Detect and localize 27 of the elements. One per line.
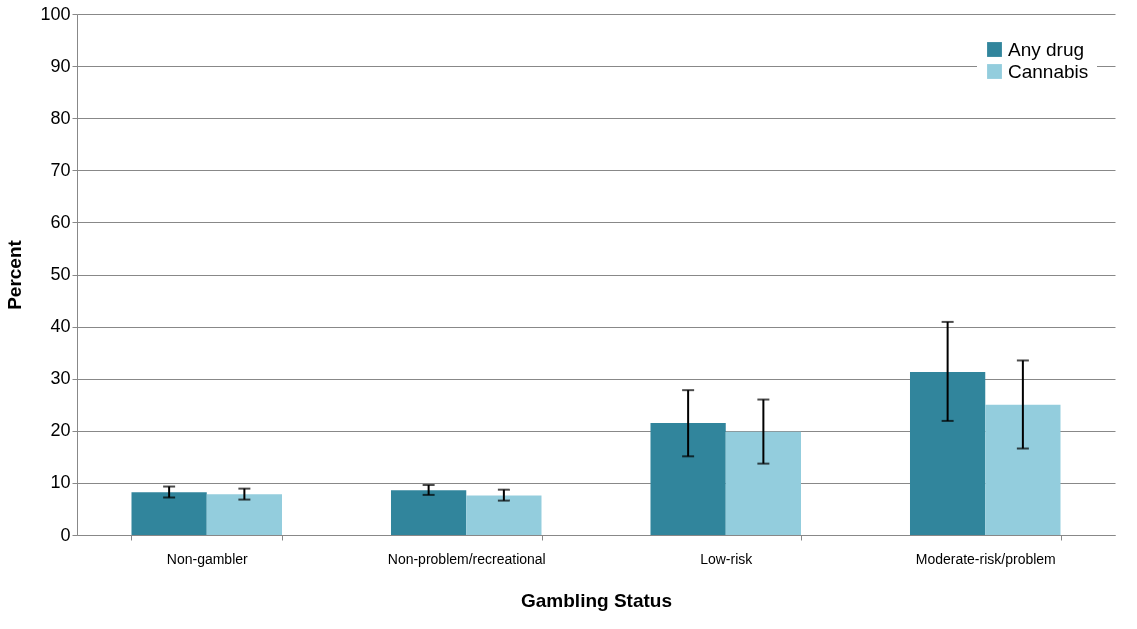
y-tick-label: 70 xyxy=(50,159,71,180)
legend-label: Any drug xyxy=(1008,38,1085,60)
y-tick-label: 0 xyxy=(60,524,71,545)
x-tick-label: Moderate-risk/problem xyxy=(915,550,1056,567)
y-tick-label: 20 xyxy=(50,420,71,441)
y-tick-label: 50 xyxy=(50,264,71,284)
x-tick-label: Non-gambler xyxy=(166,550,249,567)
y-tick-label: 40 xyxy=(50,316,71,337)
bar xyxy=(985,404,1061,535)
legend-label: Cannabis xyxy=(1008,60,1089,82)
y-tick-label: 30 xyxy=(50,368,71,389)
y-tick-label: 60 xyxy=(50,211,71,232)
bar xyxy=(650,422,726,535)
y-tick-label: 80 xyxy=(50,107,71,128)
bar xyxy=(131,492,207,535)
y-tick-label: 90 xyxy=(50,55,71,76)
y-axis-title: Percent xyxy=(4,239,26,310)
bar xyxy=(725,431,802,535)
x-axis-title: Gambling Status xyxy=(521,589,672,611)
x-tick-label: Non-problem/recreational xyxy=(387,550,546,567)
bar xyxy=(910,371,986,535)
y-tick-label: 100 xyxy=(40,3,71,24)
bar xyxy=(206,494,283,535)
y-tick-label: 10 xyxy=(50,472,71,493)
x-tick-label: Low-risk xyxy=(700,550,754,567)
bar xyxy=(391,490,467,535)
bar xyxy=(466,495,542,535)
